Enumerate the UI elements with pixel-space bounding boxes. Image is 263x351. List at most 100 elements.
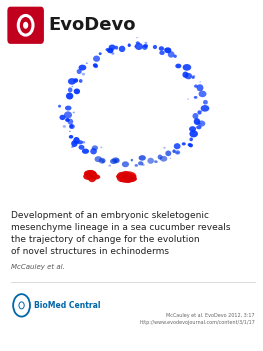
Ellipse shape: [79, 65, 86, 71]
Ellipse shape: [203, 100, 208, 105]
Ellipse shape: [84, 170, 96, 177]
Ellipse shape: [154, 160, 155, 162]
Ellipse shape: [65, 118, 70, 122]
Ellipse shape: [201, 105, 209, 112]
Text: McCauley et al. EvoDevo 2012, 3:17
http://www.evodevojournal.com/content/3/1/17: McCauley et al. EvoDevo 2012, 3:17 http:…: [139, 313, 255, 325]
Ellipse shape: [90, 174, 100, 180]
Ellipse shape: [99, 158, 106, 164]
Ellipse shape: [93, 55, 100, 62]
Text: BioMed Central: BioMed Central: [34, 301, 100, 310]
Ellipse shape: [144, 42, 147, 44]
Circle shape: [23, 22, 28, 29]
Ellipse shape: [119, 175, 130, 183]
Ellipse shape: [164, 47, 171, 53]
Ellipse shape: [69, 131, 71, 132]
Ellipse shape: [165, 151, 171, 156]
Ellipse shape: [86, 170, 96, 179]
Ellipse shape: [88, 174, 96, 182]
Ellipse shape: [164, 48, 166, 50]
Ellipse shape: [172, 150, 176, 153]
Ellipse shape: [120, 173, 132, 181]
Ellipse shape: [115, 46, 118, 49]
Ellipse shape: [183, 64, 191, 71]
Ellipse shape: [93, 176, 96, 179]
Ellipse shape: [77, 140, 83, 144]
Ellipse shape: [138, 161, 143, 165]
Text: EvoDevo: EvoDevo: [49, 16, 136, 34]
Ellipse shape: [158, 154, 162, 160]
Ellipse shape: [79, 79, 83, 83]
Ellipse shape: [188, 143, 192, 146]
Ellipse shape: [109, 45, 116, 50]
Ellipse shape: [199, 122, 201, 125]
Ellipse shape: [108, 165, 111, 167]
Ellipse shape: [147, 158, 154, 164]
Ellipse shape: [101, 159, 105, 163]
Ellipse shape: [189, 144, 193, 147]
Ellipse shape: [68, 119, 73, 125]
Circle shape: [22, 20, 30, 31]
Ellipse shape: [107, 48, 114, 53]
Ellipse shape: [66, 93, 73, 100]
Ellipse shape: [120, 177, 135, 183]
Ellipse shape: [199, 91, 206, 97]
Ellipse shape: [73, 137, 80, 144]
Ellipse shape: [174, 143, 180, 149]
Ellipse shape: [123, 176, 137, 182]
Ellipse shape: [70, 98, 72, 99]
Ellipse shape: [70, 125, 73, 128]
Ellipse shape: [78, 145, 84, 150]
Ellipse shape: [72, 86, 73, 87]
Ellipse shape: [194, 96, 198, 99]
Ellipse shape: [86, 62, 88, 64]
Ellipse shape: [114, 158, 120, 163]
Ellipse shape: [77, 69, 82, 74]
Ellipse shape: [82, 141, 85, 144]
Ellipse shape: [89, 171, 97, 179]
Ellipse shape: [71, 140, 78, 147]
Ellipse shape: [92, 145, 98, 151]
Ellipse shape: [189, 126, 196, 132]
Ellipse shape: [90, 175, 92, 177]
Ellipse shape: [94, 156, 102, 162]
Ellipse shape: [198, 120, 205, 127]
Ellipse shape: [160, 156, 167, 161]
Ellipse shape: [65, 106, 72, 111]
Ellipse shape: [131, 159, 133, 161]
Ellipse shape: [90, 148, 97, 154]
Ellipse shape: [185, 73, 192, 79]
Ellipse shape: [189, 130, 198, 137]
Ellipse shape: [192, 75, 195, 78]
Ellipse shape: [94, 65, 98, 68]
Ellipse shape: [124, 175, 127, 177]
Ellipse shape: [136, 41, 140, 44]
Ellipse shape: [122, 173, 134, 183]
Ellipse shape: [122, 161, 129, 167]
Ellipse shape: [154, 160, 158, 163]
Ellipse shape: [192, 76, 195, 79]
Text: Development of an embryonic skeletogenic
mesenchyme lineage in a sea cucumber re: Development of an embryonic skeletogenic…: [11, 211, 230, 256]
Ellipse shape: [73, 78, 78, 83]
Ellipse shape: [187, 98, 189, 100]
Ellipse shape: [142, 164, 145, 166]
Ellipse shape: [159, 51, 165, 55]
Ellipse shape: [105, 48, 109, 51]
Ellipse shape: [69, 124, 75, 129]
Ellipse shape: [183, 72, 188, 78]
Ellipse shape: [82, 148, 89, 154]
Ellipse shape: [74, 88, 80, 94]
Ellipse shape: [116, 174, 130, 179]
Ellipse shape: [142, 45, 148, 50]
Ellipse shape: [175, 150, 180, 154]
Ellipse shape: [194, 85, 198, 88]
Ellipse shape: [175, 64, 181, 68]
Text: McCauley et al.: McCauley et al.: [11, 264, 64, 270]
Ellipse shape: [201, 110, 203, 112]
Ellipse shape: [120, 171, 131, 181]
Ellipse shape: [93, 63, 98, 67]
Ellipse shape: [121, 171, 136, 181]
Ellipse shape: [69, 135, 73, 139]
Ellipse shape: [83, 173, 94, 180]
Ellipse shape: [199, 81, 201, 82]
Ellipse shape: [168, 51, 174, 58]
